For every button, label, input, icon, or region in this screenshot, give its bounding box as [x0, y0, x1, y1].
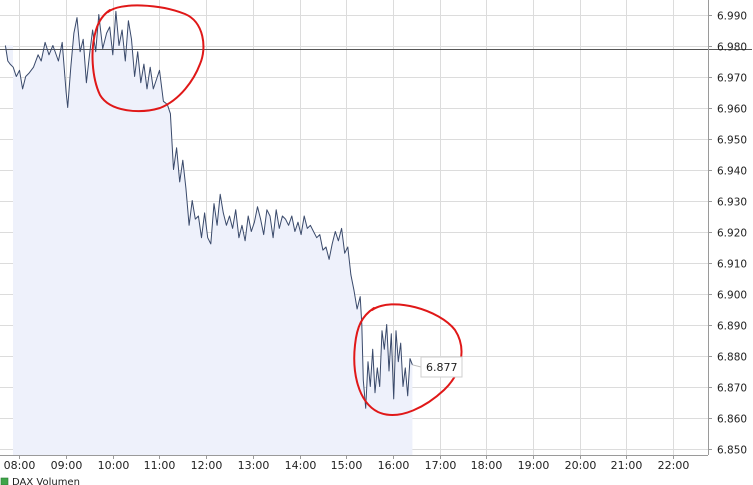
y-tick-label: 6.950: [717, 135, 747, 147]
x-tick-label: 22:00: [658, 459, 690, 472]
price-line-group: [4, 10, 422, 409]
x-tick-label: 12:00: [191, 459, 223, 472]
legend: DAX Volumen: [0, 477, 80, 485]
y-tick-label: 6.860: [717, 414, 747, 426]
y-tick-label: 6.900: [717, 290, 747, 302]
area-fill: [5, 11, 413, 456]
x-tick-label: 09:00: [51, 459, 83, 472]
y-tick-label: 6.940: [717, 166, 747, 178]
y-tick-label: 6.910: [717, 259, 747, 271]
x-tick-label: 19:00: [518, 459, 550, 472]
x-tick-label: 20:00: [565, 459, 597, 472]
annotations: [91, 4, 463, 416]
legend-label: DAX Volumen: [12, 477, 80, 485]
x-tick-label: 14:00: [285, 459, 317, 472]
last-value-label: 6.877: [426, 361, 458, 374]
y-tick-label: 6.880: [717, 352, 747, 364]
annotation-circle-low: [353, 303, 463, 416]
x-tick-label: 11:00: [144, 459, 176, 472]
y-tick-label: 6.990: [717, 11, 747, 23]
y-tick-label: 6.850: [717, 445, 747, 457]
y-tick-label: 6.980: [717, 42, 747, 54]
x-tick-label: 13:00: [238, 459, 270, 472]
x-tick-label: 18:00: [471, 459, 503, 472]
y-tick-label: 6.970: [717, 73, 747, 85]
y-tick-label: 6.920: [717, 228, 747, 240]
last-value-group: 6.877: [420, 356, 463, 378]
x-tick-label: 10:00: [98, 459, 130, 472]
last-value-box: [420, 356, 463, 378]
y-tick-label: 6.870: [717, 383, 747, 395]
axes: 6.990 6.980 6.970 6.960 6.950 6.940 6.930 6.920…: [0, 0, 747, 472]
x-tick-label: 08:00: [4, 459, 36, 472]
price-line: [4, 10, 413, 409]
price-area: [5, 11, 413, 456]
x-tick-label: 17:00: [425, 459, 457, 472]
y-tick-label: 6.930: [717, 197, 747, 209]
annotation-circle-high: [91, 4, 205, 113]
x-tick-label: 16:00: [378, 459, 410, 472]
legend-swatch: [0, 477, 9, 485]
x-tick-label: 21:00: [611, 459, 643, 472]
y-tick-label: 6.960: [717, 104, 747, 116]
last-value-pointer: [412, 364, 422, 368]
x-tick-label: 15:00: [331, 459, 363, 472]
y-tick-label: 6.890: [717, 321, 747, 333]
